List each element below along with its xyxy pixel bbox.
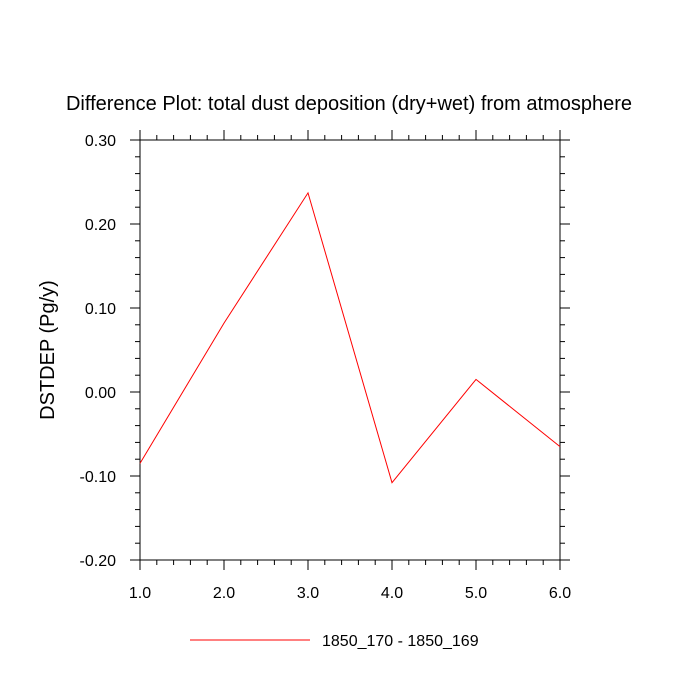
y-tick-label: 0.20 <box>85 217 116 234</box>
legend: 1850_170 - 1850_169 <box>190 633 479 650</box>
plot-frame <box>139 139 561 561</box>
x-tick-label: 4.0 <box>381 585 403 602</box>
chart-title: Difference Plot: total dust deposition (… <box>66 93 632 115</box>
y-tick-label: -0.20 <box>80 553 117 570</box>
x-axis-tick-labels: 1.0 2.0 3.0 4.0 5.0 6.0 <box>129 585 571 602</box>
y-axis-label: DSTDEP (Pg/y) <box>37 280 59 420</box>
y-tick-label: 0.00 <box>85 385 116 402</box>
x-tick-label: 6.0 <box>549 585 571 602</box>
x-tick-label: 3.0 <box>297 585 319 602</box>
x-tick-label: 1.0 <box>129 585 151 602</box>
series-group <box>139 191 561 484</box>
x-tick-label: 5.0 <box>465 585 487 602</box>
legend-label: 1850_170 - 1850_169 <box>322 633 479 650</box>
y-axis-tick-labels: 0.30 0.20 0.10 0.00 -0.10 -0.20 <box>80 133 117 570</box>
y-tick-label: -0.10 <box>80 469 117 486</box>
y-tick-label: 0.30 <box>85 133 116 150</box>
x-tick-label: 2.0 <box>213 585 235 602</box>
series-line <box>139 191 561 484</box>
axis-ticks <box>130 130 570 570</box>
y-tick-label: 0.10 <box>85 301 116 318</box>
